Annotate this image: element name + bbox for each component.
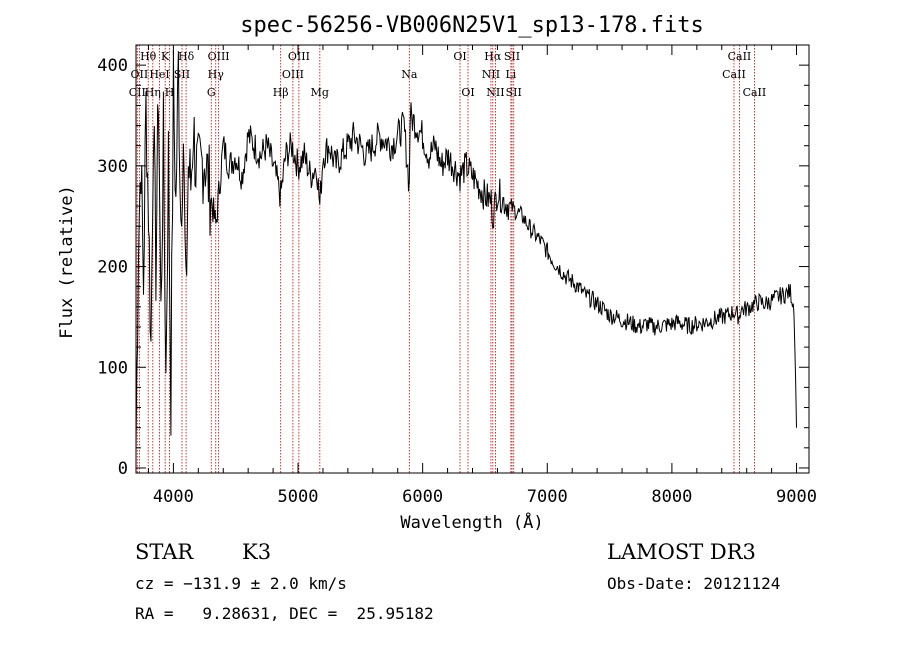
line-label-20: NII — [482, 68, 500, 81]
obs-date-text: Obs-Date: 20121124 — [607, 574, 781, 593]
line-label-25: CaII — [728, 50, 752, 63]
redshift-text: cz = −131.9 ± 2.0 km/s — [135, 574, 347, 593]
y-tick-label-0: 0 — [118, 459, 128, 479]
line-label-21: NII — [486, 86, 504, 99]
object-subclass: K3 — [242, 540, 272, 564]
x-tick-label-4000: 4000 — [153, 487, 194, 507]
line-label-18: OI — [461, 86, 474, 99]
line-label-13: OIII — [288, 50, 310, 63]
line-label-12: Hβ — [273, 86, 289, 99]
y-axis-label: Flux (relative) — [57, 185, 77, 339]
line-label-8: H — [165, 86, 175, 99]
line-label-5: Hη — [145, 86, 161, 99]
x-tick-label-6000: 6000 — [402, 487, 443, 507]
line-label-16: Na — [401, 68, 418, 81]
line-label-22: SII — [504, 50, 520, 63]
line-label-9: OIII — [208, 50, 230, 63]
coordinates-text: RA = 9.28631, DEC = 25.95182 — [135, 604, 434, 623]
line-label-7: SII — [174, 68, 190, 81]
line-label-4: HeI — [149, 68, 169, 81]
y-tick-label-400: 400 — [97, 56, 128, 76]
line-label-0: Hθ — [140, 50, 157, 63]
line-label-1: OII — [131, 68, 149, 81]
x-tick-label-9000: 9000 — [776, 487, 817, 507]
line-label-24: SII — [506, 86, 522, 99]
survey-name: LAMOST DR3 — [607, 540, 756, 564]
line-label-19: Hα — [484, 50, 502, 63]
line-label-26: CaII — [722, 68, 746, 81]
y-tick-label-200: 200 — [97, 258, 128, 278]
x-axis-label: Wavelength (Å) — [400, 511, 543, 533]
line-label-10: Hγ — [208, 68, 225, 81]
line-label-2: CII — [129, 86, 146, 99]
plot-frame — [135, 44, 810, 474]
line-label-27: CaII — [743, 86, 767, 99]
line-label-3: K — [161, 50, 170, 63]
chart-title: spec-56256-VB006N25V1_sp13-178.fits — [240, 13, 704, 38]
x-tick-label-7000: 7000 — [527, 487, 568, 507]
line-label-14: OIII — [282, 68, 304, 81]
x-axis: 4000 5000 6000 7000 8000 9000 — [147, 45, 817, 507]
line-label-11: G — [207, 86, 216, 99]
y-tick-label-300: 300 — [97, 157, 128, 177]
spectrum-series-flux — [135, 50, 797, 449]
line-label-23: Li — [505, 68, 516, 81]
y-tick-label-100: 100 — [97, 358, 128, 378]
line-label-15: Mg — [311, 86, 329, 99]
line-label-6: Hδ — [178, 50, 195, 63]
line-label-17: OI — [453, 50, 466, 63]
x-tick-label-8000: 8000 — [651, 487, 692, 507]
x-tick-label-5000: 5000 — [278, 487, 319, 507]
object-class: STAR — [135, 540, 194, 564]
spectral-line-markers: Hθ OII CII K HeI Hη Hδ SII H OIII Hγ G Hβ OIII OIII Mg N… — [129, 45, 767, 473]
y-axis: 0 100 200 300 400 — [97, 56, 809, 479]
